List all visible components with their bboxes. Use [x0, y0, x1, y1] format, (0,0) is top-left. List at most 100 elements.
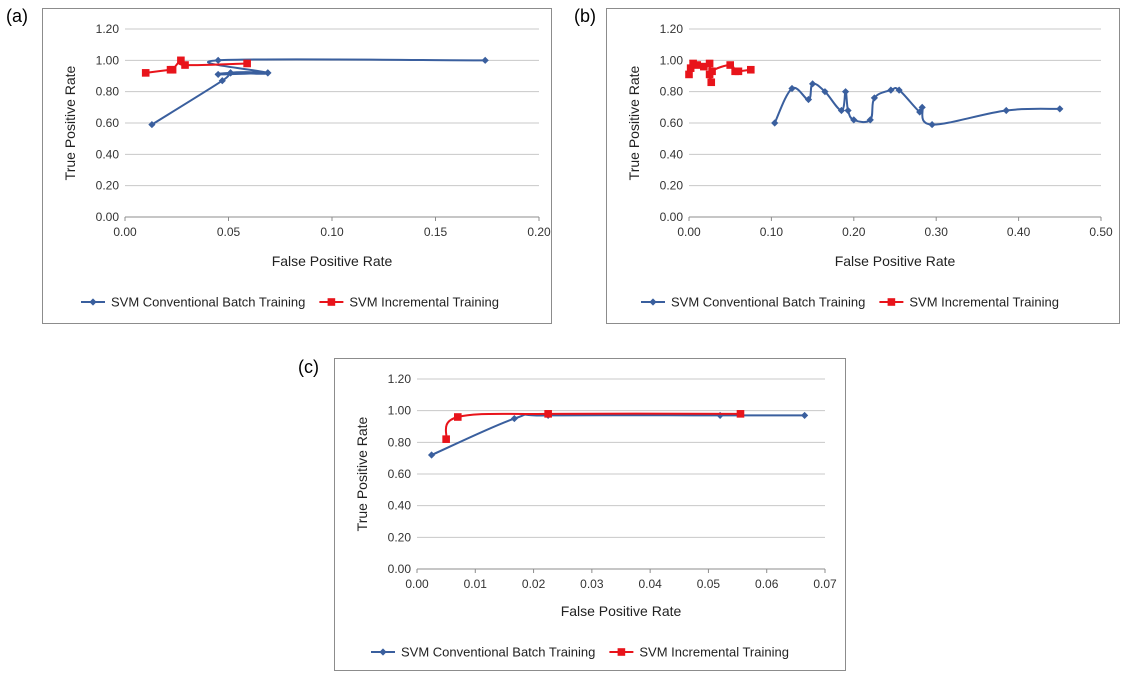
chart-a: 0.00 0.20 0.40 0.60 0.80 1.00 1.20 0.00 0.05 0.10… — [42, 8, 552, 324]
y-tick-label: 1.00 — [388, 404, 412, 418]
series-batch-point-5 — [226, 69, 235, 77]
x-tick-label: 0.30 — [925, 225, 949, 239]
series-incremental-point-0 — [141, 69, 150, 77]
series-incremental-point-3 — [736, 410, 745, 418]
chart-b: 0.00 0.20 0.40 0.60 0.80 1.00 1.20 0.00 0.10 0.20… — [606, 8, 1120, 324]
chart-c: 0.00 0.20 0.40 0.60 0.80 1.00 1.20 0.00 0.01 0.02… — [334, 358, 846, 671]
series-incremental-point-4 — [700, 62, 708, 71]
y-tick-label: 0.80 — [660, 85, 684, 99]
series-incremental-point-12 — [747, 65, 755, 74]
y-tick-label: 0.40 — [96, 147, 120, 161]
x-tick-label: 0.06 — [755, 577, 779, 591]
x-tick-label: 0.02 — [522, 577, 546, 591]
series-batch-point-0 — [771, 119, 779, 127]
series-incremental-point-11 — [734, 67, 743, 76]
series-batch-point-0 — [148, 120, 156, 129]
x-tick-label: 0.10 — [320, 225, 344, 239]
legend-incremental-label: SVM Incremental Training — [349, 295, 499, 310]
series-batch-point-15 — [928, 120, 936, 129]
series-batch-point-14 — [918, 103, 926, 111]
series-batch-point-9 — [866, 116, 874, 124]
panel-b-label: (b) — [574, 6, 596, 26]
legend-batch-label: SVM Conventional Batch Training — [401, 645, 595, 660]
y-axis-title: True Positive Rate — [626, 65, 642, 180]
series-batch-line — [431, 413, 805, 456]
legend-incremental-label: SVM Incremental Training — [909, 295, 1059, 310]
series-batch-point-1 — [510, 414, 518, 423]
series-incremental-point-7 — [707, 78, 716, 87]
series-batch-point-10 — [870, 94, 878, 102]
y-tick-label: 0.80 — [388, 435, 412, 449]
x-tick-label: 0.00 — [113, 225, 137, 239]
series-batch-line — [773, 82, 1060, 126]
chart-c-svg: 0.00 0.20 0.40 0.60 0.80 1.00 1.20 0.00 0.01 0.02… — [354, 372, 837, 660]
series-incremental-point-3 — [693, 61, 702, 69]
y-axis-title: True Positive Rate — [354, 416, 370, 531]
y-tick-label: 0.40 — [660, 147, 684, 161]
x-tick-label: 0.07 — [813, 577, 837, 591]
legend-batch-swatch-point-0 — [89, 298, 97, 306]
series-batch-point-8 — [481, 56, 489, 64]
x-tick-label: 0.01 — [464, 577, 488, 591]
series-batch-point-4 — [801, 411, 809, 420]
x-tick-label: 0.20 — [527, 225, 551, 239]
x-tick-label: 0.50 — [1089, 225, 1113, 239]
y-tick-label: 1.00 — [660, 53, 684, 67]
chart-b-svg: 0.00 0.20 0.40 0.60 0.80 1.00 1.20 0.00 0.10 0.20… — [626, 22, 1113, 310]
y-tick-label: 0.20 — [388, 530, 412, 544]
y-tick-label: 0.20 — [96, 179, 120, 193]
legend-incremental-swatch-point-0 — [327, 298, 336, 306]
series-batch-point-16 — [1002, 106, 1010, 115]
x-tick-label: 0.04 — [638, 577, 662, 591]
series-batch-point-0 — [427, 451, 436, 459]
legend-incremental-label: SVM Incremental Training — [639, 645, 789, 660]
x-tick-label: 0.00 — [405, 577, 429, 591]
legend-batch-label: SVM Conventional Batch Training — [671, 295, 865, 310]
x-tick-label: 0.00 — [677, 225, 701, 239]
chart-a-svg: 0.00 0.20 0.40 0.60 0.80 1.00 1.20 0.00 0.05 0.10… — [62, 22, 551, 310]
x-axis-title: False Positive Rate — [561, 603, 682, 619]
series-incremental-point-0 — [685, 70, 693, 79]
series-incremental-point-4 — [181, 61, 189, 69]
series-incremental-point-8 — [708, 67, 716, 76]
y-tick-label: 1.00 — [96, 53, 120, 67]
legend-incremental-swatch-point-0 — [617, 648, 626, 656]
series-batch-point-4 — [214, 70, 222, 79]
series-incremental-point-9 — [726, 61, 734, 69]
x-axis-title: False Positive Rate — [835, 253, 956, 269]
legend-incremental-swatch-point-0 — [887, 298, 896, 306]
series-incremental-point-2 — [689, 59, 697, 68]
x-axis-title: False Positive Rate — [272, 253, 393, 269]
series-incremental-point-5 — [243, 59, 251, 68]
series-incremental-point-5 — [705, 59, 714, 68]
y-tick-label: 1.20 — [388, 372, 412, 386]
series-batch-point-12 — [895, 86, 903, 94]
series-batch-point-1 — [788, 84, 796, 93]
x-tick-label: 0.40 — [1007, 225, 1031, 239]
y-tick-label: 0.20 — [660, 179, 684, 193]
y-tick-label: 0.60 — [96, 116, 120, 130]
series-batch-point-13 — [916, 108, 924, 116]
series-batch-point-7 — [844, 106, 852, 115]
series-batch-point-7 — [214, 56, 222, 64]
series-incremental-point-2 — [168, 65, 177, 74]
y-tick-label: 0.80 — [96, 85, 120, 99]
x-tick-label: 0.15 — [424, 225, 448, 239]
x-tick-label: 0.03 — [580, 577, 604, 591]
series-incremental-point-1 — [454, 413, 462, 421]
series-batch-point-11 — [887, 86, 895, 94]
series-incremental-point-1 — [686, 64, 695, 72]
y-tick-label: 0.40 — [388, 499, 412, 513]
series-incremental-line — [444, 412, 741, 440]
panel-c-label: (c) — [298, 357, 319, 377]
y-tick-label: 0.00 — [96, 210, 120, 224]
y-axis-title: True Positive Rate — [62, 65, 78, 180]
series-batch-point-5 — [837, 106, 846, 115]
series-incremental-point-0 — [442, 435, 450, 443]
series-batch-point-1 — [218, 77, 226, 85]
y-tick-label: 0.60 — [388, 467, 412, 481]
series-batch-point-6 — [264, 69, 272, 77]
x-tick-label: 0.05 — [217, 225, 241, 239]
panel-a-label: (a) — [6, 6, 28, 26]
series-batch-point-6 — [841, 88, 850, 96]
